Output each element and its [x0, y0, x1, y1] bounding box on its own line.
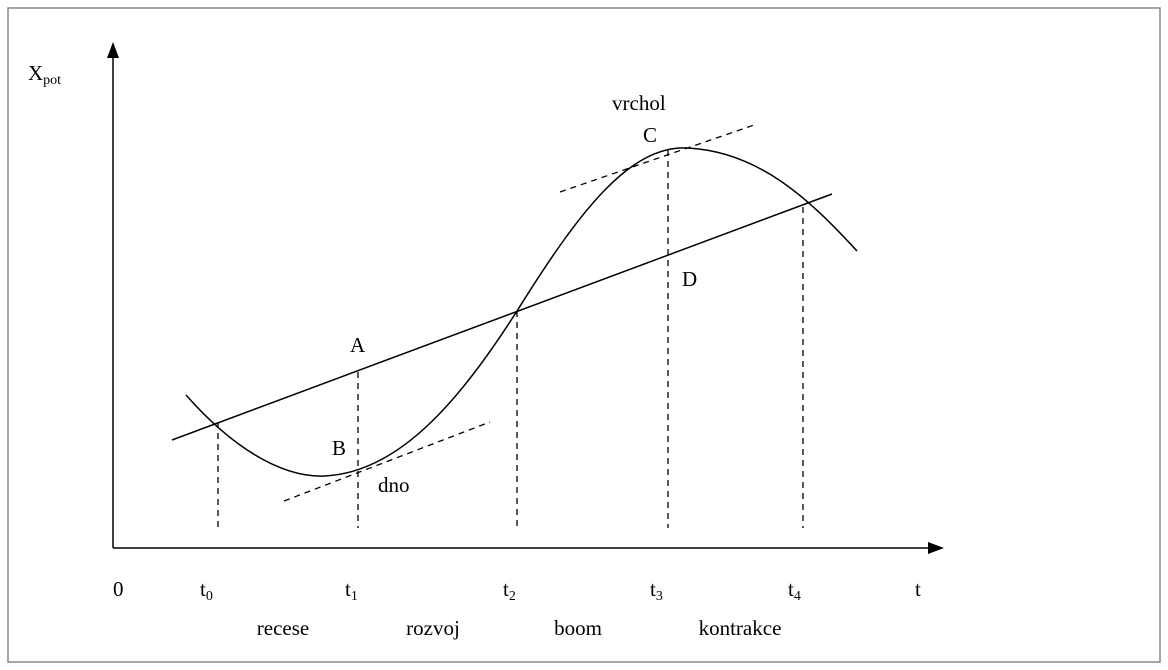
phase-label: rozvoj	[406, 616, 460, 640]
x-arrow	[928, 542, 944, 554]
time-label: t3	[650, 577, 663, 604]
phase-label: kontrakce	[699, 616, 782, 640]
phase-label: boom	[554, 616, 602, 640]
y-axis-label: Xpot	[28, 61, 61, 88]
phase-label: recese	[257, 616, 309, 640]
time-label: t2	[503, 577, 516, 604]
frame	[7, 7, 1161, 663]
origin-label: 0	[113, 577, 124, 601]
x-axis-label: t	[915, 577, 921, 601]
trough-tangent	[283, 421, 491, 502]
y-arrow	[107, 42, 119, 58]
trough-annotation: dno	[378, 473, 410, 497]
time-label: t1	[345, 577, 358, 604]
point-label: D	[682, 267, 697, 291]
cycle-curve	[185, 147, 858, 477]
point-label: B	[332, 436, 346, 460]
peak-tangent	[559, 123, 758, 193]
point-label: C	[643, 123, 657, 147]
peak-annotation: vrchol	[612, 91, 666, 115]
point-label: A	[350, 333, 366, 357]
trend-line	[171, 193, 833, 441]
time-label: t0	[200, 577, 213, 604]
time-label: t4	[788, 577, 801, 604]
